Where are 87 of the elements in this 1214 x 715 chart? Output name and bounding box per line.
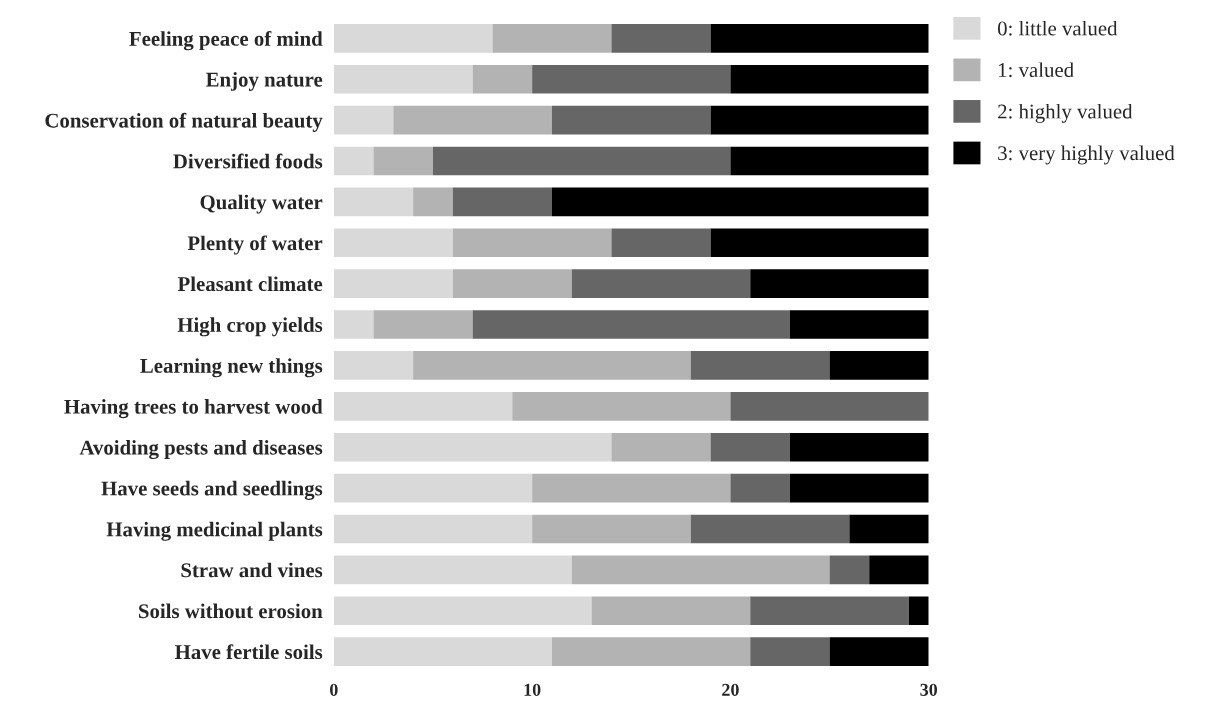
legend-label: 0: little valued: [997, 20, 1118, 36]
bar: [571, 555, 830, 585]
bar: [333, 351, 414, 380]
bar: [333, 310, 374, 339]
bar: [551, 105, 711, 135]
bar: [710, 432, 790, 462]
bar: [611, 432, 711, 462]
bar: [789, 473, 929, 503]
bar: [908, 596, 929, 626]
bar: [551, 637, 751, 666]
bar: [869, 555, 929, 585]
y-tick-label: Plenty of water: [187, 235, 323, 255]
y-tick-label: Having trees to harvest wood: [64, 399, 323, 419]
bar: [333, 105, 394, 135]
bar: [551, 187, 929, 217]
bar: [452, 228, 612, 258]
y-tick-label: Avoiding pests and diseases: [79, 439, 323, 460]
bar: [333, 473, 533, 503]
bar: [432, 146, 731, 176]
bar: [333, 432, 612, 462]
bar: [472, 64, 533, 94]
y-tick-label: Straw and vines: [181, 562, 323, 578]
bar: [829, 637, 929, 666]
bar: [333, 637, 552, 666]
legend-label: 2: highly valued: [998, 103, 1133, 123]
y-tick-label: Conservation of natural beauty: [45, 112, 323, 132]
bar: [730, 146, 929, 176]
y-tick-label: Have fertile soils: [174, 644, 323, 660]
x-tick-label: 10: [524, 683, 541, 696]
x-tick-label: 0: [330, 683, 338, 696]
bar: [333, 514, 533, 544]
bar: [710, 105, 929, 135]
bar: [532, 473, 731, 503]
bar: [452, 187, 552, 217]
bar: [492, 24, 612, 53]
y-tick-label: Enjoy nature: [205, 71, 323, 91]
bar: [750, 637, 830, 666]
x-tick-label: 30: [920, 683, 938, 696]
bar: [710, 228, 929, 258]
y-tick-label: Learning new things: [140, 358, 323, 378]
bar: [690, 351, 830, 380]
legend-label: 3: very highly valued: [998, 145, 1175, 165]
y-tick-label: Feeling peace of mind: [129, 30, 323, 51]
y-tick-label: Having medicinal plants: [106, 521, 323, 541]
y-tick-label: Pleasant climate: [177, 276, 323, 292]
bar: [333, 228, 453, 258]
y-tick-label: Diversified foods: [173, 153, 323, 169]
x-tick-label: 20: [722, 683, 739, 696]
legend-label: 1: valued: [998, 62, 1074, 78]
bar: [730, 473, 790, 503]
bar: [750, 269, 929, 298]
bar: [333, 24, 493, 53]
bar: [413, 187, 453, 217]
bar: [512, 392, 731, 421]
bar: [571, 269, 751, 298]
y-tick-label: Soils without erosion: [139, 603, 323, 619]
bar: [333, 596, 592, 626]
bar: [452, 269, 572, 298]
bar: [472, 310, 790, 339]
bar: [789, 310, 929, 339]
bar: [333, 269, 453, 298]
bar: [829, 555, 870, 585]
bar: [730, 392, 929, 421]
bar: [373, 310, 473, 339]
bar: [333, 187, 414, 217]
bar: [532, 64, 731, 94]
bar: [611, 228, 711, 258]
bar: [532, 514, 691, 544]
bar: [393, 105, 552, 135]
bar: [333, 555, 572, 585]
y-tick-label: Quality water: [200, 194, 323, 214]
bar: [829, 351, 929, 380]
bar: [710, 24, 929, 53]
bar: [611, 24, 711, 53]
y-tick-label: High crop yields: [177, 317, 323, 337]
bar: [413, 351, 691, 380]
bar: [750, 596, 909, 626]
bar: [849, 514, 929, 544]
bar: [333, 392, 513, 421]
bar: [333, 64, 473, 94]
bar: [591, 596, 751, 626]
y-tick-label: Have seeds and seedlings: [101, 480, 323, 500]
bar: [690, 514, 850, 544]
bar: [333, 146, 374, 176]
bar: [789, 432, 929, 462]
bar: [730, 64, 929, 94]
bar: [373, 146, 433, 176]
